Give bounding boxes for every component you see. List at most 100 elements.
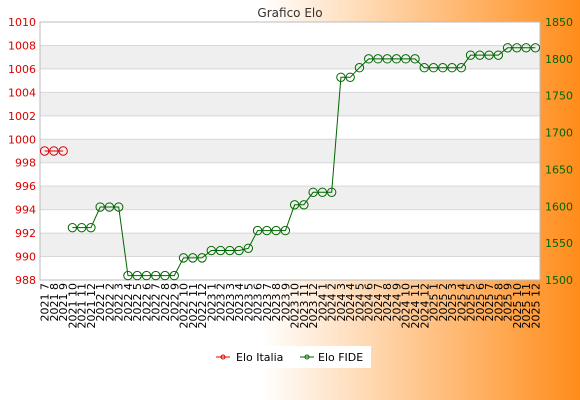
- data-point-elo-fide: [104, 202, 115, 212]
- x-axis-tick-label: 2022 6: [140, 283, 153, 322]
- legend-marker-elo-fide: [304, 354, 310, 360]
- x-axis-tick-label: 2023 2: [215, 283, 228, 322]
- data-point-elo-fide: [428, 63, 439, 73]
- data-point-elo-fide: [271, 225, 281, 236]
- right-axis-tick-label: 1600: [545, 200, 573, 213]
- data-point-elo-fide: [419, 63, 429, 73]
- data-point-elo-fide: [178, 253, 189, 263]
- legend-label-elo-italia: Elo Italia: [236, 351, 283, 364]
- series-elo-fide: [67, 43, 541, 281]
- x-axis-tick-label: 2022 4: [122, 283, 135, 322]
- data-point-elo-fide: [262, 225, 272, 236]
- x-axis-tick-label: 2023 1: [205, 283, 218, 322]
- right-axis: 1500 1550 1600 1650 1700 1750 1800 1850: [545, 16, 573, 287]
- plot-band: [40, 139, 540, 163]
- data-point-elo-fide: [373, 54, 383, 64]
- data-point-elo-fide: [289, 200, 300, 210]
- series-layer: [39, 43, 541, 281]
- x-axis-tick-label: 2025 2: [437, 283, 450, 322]
- x-axis-tick-label: 2024 1: [316, 283, 329, 322]
- data-point-elo-fide: [326, 187, 337, 197]
- data-point-elo-fide: [364, 54, 374, 64]
- data-point-elo-fide: [465, 50, 476, 60]
- x-axis-tick-label: 2022 12: [196, 283, 209, 329]
- data-point-elo-fide: [76, 222, 87, 233]
- left-axis-tick-label: 998: [15, 157, 36, 170]
- data-point-elo-fide: [382, 54, 392, 64]
- left-axis-tick-label: 996: [15, 180, 36, 193]
- data-point-elo-fide: [215, 245, 226, 256]
- x-axis-tick-label: 2021 7: [39, 283, 52, 322]
- x-axis-tick-label: 2022 8: [159, 283, 172, 322]
- legend-entry-elo-fide: Elo FIDE: [300, 351, 363, 364]
- x-axis-tick-label: 2024 3: [335, 283, 348, 322]
- data-point-elo-fide: [317, 187, 328, 197]
- data-point-elo-fide: [234, 245, 244, 256]
- data-point-elo-fide: [86, 222, 96, 233]
- grid-lines: [39, 21, 541, 281]
- left-axis-tick-label: 994: [15, 204, 36, 217]
- plot-area: [40, 22, 540, 280]
- data-point-elo-fide: [308, 187, 318, 197]
- left-axis-tick-label: 1006: [8, 63, 36, 76]
- x-axis-tick-label: 2023 12: [307, 283, 320, 329]
- x-axis-tick-label: 2022 10: [178, 283, 191, 329]
- data-point-elo-fide: [243, 243, 254, 254]
- x-axis-tick-label: 2025 1: [428, 283, 441, 322]
- x-axis-tick-label: 2022 11: [187, 283, 200, 329]
- left-axis: 988 990 992 994 996 998 1000 1002 1004 1006 1008 10…: [8, 16, 36, 287]
- x-axis-tick-label: 2024 6: [363, 283, 376, 322]
- right-axis-tick-label: 1800: [545, 53, 573, 66]
- left-axis-tick-label: 1002: [8, 110, 36, 123]
- plot-band: [40, 92, 540, 116]
- data-point-elo-fide: [512, 43, 522, 53]
- x-axis-tick-label: 2024 11: [409, 283, 422, 329]
- data-point-elo-fide: [447, 63, 457, 73]
- right-axis-tick-label: 1500: [545, 274, 573, 287]
- data-point-elo-fide: [438, 63, 448, 73]
- data-point-elo-fide: [391, 54, 402, 64]
- left-axis-tick-label: 990: [15, 251, 36, 264]
- data-point-elo-fide: [345, 72, 355, 82]
- legend-entry-elo-italia: Elo Italia: [216, 351, 283, 364]
- left-axis-tick-label: 1000: [8, 133, 36, 146]
- legend-marker-elo-italia: [220, 354, 226, 360]
- x-axis-tick-label: 2025 5: [465, 283, 478, 322]
- right-axis-tick-label: 1550: [545, 237, 573, 250]
- x-axis-tick-label: 2021 8: [48, 283, 61, 322]
- x-axis-tick-label: 2023 5: [242, 283, 255, 322]
- x-axis-tick-label: 2024 4: [344, 283, 357, 322]
- series-line-elo-fide: [72, 47, 536, 277]
- x-axis-tick-label: 2025 11: [520, 283, 533, 329]
- x-axis-tick-label: 2025 6: [474, 283, 487, 322]
- data-point-elo-fide: [252, 225, 263, 236]
- x-axis-tick-label: 2023 9: [279, 283, 292, 322]
- data-point-elo-fide: [151, 270, 161, 281]
- x-axis-tick-label: 2022 2: [103, 283, 116, 322]
- data-point-elo-fide: [401, 54, 411, 64]
- x-axis-tick-label: 2025 3: [446, 283, 459, 322]
- left-axis-tick-label: 992: [15, 227, 36, 240]
- x-axis-tick-label: 2023 10: [289, 283, 302, 329]
- x-axis-tick-label: 2022 7: [150, 283, 163, 322]
- series-elo-italia: [39, 146, 68, 156]
- data-point-elo-fide: [484, 50, 494, 60]
- x-axis-tick-label: 2024 12: [418, 283, 431, 329]
- x-axis-tick-label: 2023 3: [224, 283, 237, 322]
- data-point-elo-fide: [475, 50, 485, 60]
- x-axis-tick-label: 2022 9: [168, 283, 181, 322]
- data-point-elo-fide: [502, 43, 513, 53]
- x-axis-tick-label: 2024 2: [326, 283, 339, 322]
- right-axis-tick-label: 1750: [545, 90, 573, 103]
- data-point-elo-fide: [67, 222, 78, 233]
- data-point-elo-fide: [336, 72, 346, 82]
- x-axis-tick-label: 2025 7: [483, 283, 496, 322]
- x-axis-tick-label: 2025 4: [455, 283, 468, 322]
- data-point-elo-fide: [299, 200, 309, 210]
- right-axis-tick-label: 1700: [545, 127, 573, 140]
- x-axis-tick-label: 2023 11: [298, 283, 311, 329]
- data-point-elo-fide: [280, 225, 291, 236]
- data-point-elo-fide: [95, 202, 105, 212]
